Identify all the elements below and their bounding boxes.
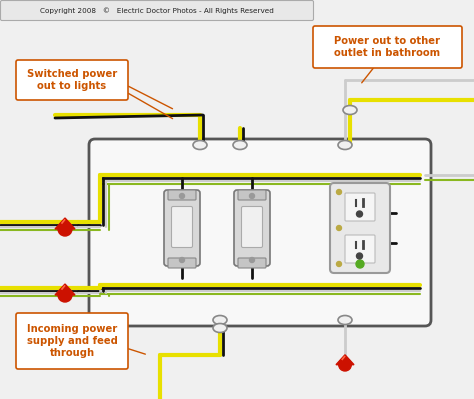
FancyBboxPatch shape [238,190,266,200]
FancyBboxPatch shape [172,207,192,247]
FancyBboxPatch shape [345,235,375,263]
FancyBboxPatch shape [238,258,266,268]
Circle shape [249,257,255,263]
Polygon shape [55,218,75,229]
Ellipse shape [213,316,227,324]
Circle shape [337,190,341,194]
Circle shape [337,225,341,231]
FancyBboxPatch shape [16,60,128,100]
Circle shape [249,194,255,198]
Text: Switched power
out to lights: Switched power out to lights [27,69,117,91]
FancyBboxPatch shape [168,258,196,268]
Circle shape [337,261,341,267]
Ellipse shape [338,316,352,324]
Text: Incoming power
supply and feed
through: Incoming power supply and feed through [27,324,118,358]
FancyBboxPatch shape [0,0,313,20]
Polygon shape [336,355,354,365]
Circle shape [180,194,184,198]
Circle shape [180,257,184,263]
FancyBboxPatch shape [89,139,431,326]
Circle shape [356,260,364,268]
FancyBboxPatch shape [313,26,462,68]
Text: Copyright 2008   ©   Electric Doctor Photos - All Rights Reserved: Copyright 2008 © Electric Doctor Photos … [40,8,274,14]
Circle shape [58,288,72,302]
Polygon shape [55,284,75,295]
FancyBboxPatch shape [234,190,270,266]
Ellipse shape [213,324,227,332]
Text: Power out to other
outlet in bathroom: Power out to other outlet in bathroom [335,36,440,58]
Circle shape [356,253,363,259]
Circle shape [339,358,351,371]
Ellipse shape [233,140,247,150]
FancyBboxPatch shape [168,190,196,200]
Ellipse shape [193,140,207,150]
FancyBboxPatch shape [164,190,200,266]
Ellipse shape [343,105,357,115]
FancyBboxPatch shape [241,207,263,247]
FancyBboxPatch shape [16,313,128,369]
Circle shape [356,211,363,217]
Ellipse shape [338,140,352,150]
Circle shape [58,222,72,236]
FancyBboxPatch shape [345,193,375,221]
FancyBboxPatch shape [330,183,390,273]
